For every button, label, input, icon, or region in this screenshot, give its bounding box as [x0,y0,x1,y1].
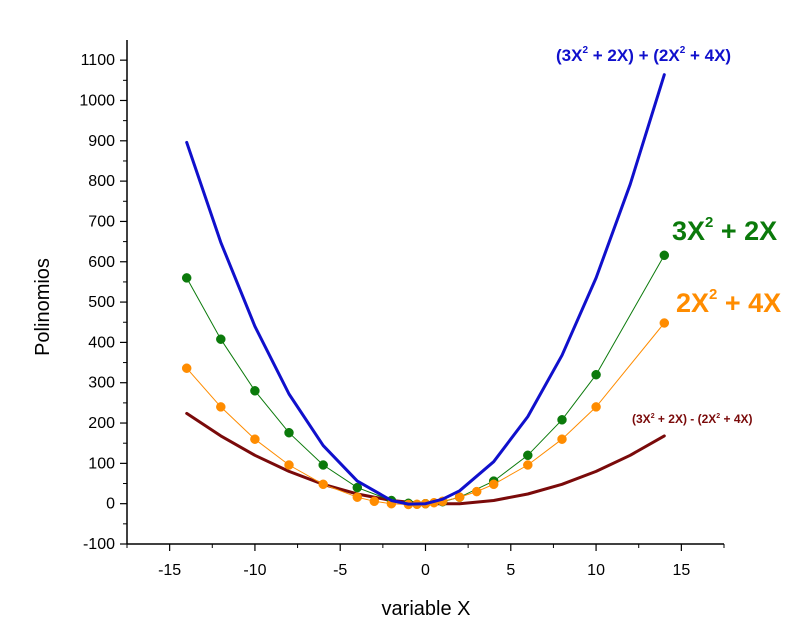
x-tick-label: -15 [158,562,181,579]
series-p2-point [523,460,533,470]
series-p1-point [523,450,533,461]
series-p2-point [318,479,328,490]
x-tick-label: -5 [333,562,347,579]
series-p1-point [318,460,328,470]
series-diff-line [185,411,666,506]
series-p2-point [471,486,482,497]
y-tick-label: 100 [88,455,115,472]
label-diff-c: + 2X) - (2X [655,412,717,426]
x-tick-label: 0 [421,562,430,579]
y-tick-label: 700 [88,213,115,230]
series-p2-point [454,492,465,502]
series-p1-point [659,250,670,261]
x-tick-label: 10 [587,562,605,579]
x-tick-label: 5 [506,562,515,579]
label-diff-d: 2 [716,413,720,420]
label-sum-e: + 4X) [685,46,731,65]
label-diff-b: 2 [651,413,655,420]
series-p2-point [557,434,567,444]
y-tick-label: 1000 [79,92,115,109]
series-p1-point [216,334,226,344]
x-axis-title: variable X [382,598,471,620]
series-p2-point [250,434,260,444]
series-p1-point [284,427,294,438]
label-sum-a: (3X [556,46,583,65]
label-p2-a: 2X [676,288,709,318]
y-tick-label: -100 [83,536,115,553]
y-tick-label: 600 [88,254,115,271]
series-p1-point [557,415,567,425]
label-p1-a: 3X [672,216,705,246]
series-p1-point [352,482,363,493]
series-p2-point [659,318,670,328]
series-p2-point [369,496,380,507]
series-sum-line [185,73,666,506]
series-p1-line [186,255,665,505]
series-p2-point [488,479,499,490]
series-p2-point [216,402,226,412]
y-tick-label: 400 [88,334,115,351]
series-p2-line [186,322,665,506]
label-diff: (3X2 + 2X) - (2X2 + 4X) [632,412,753,426]
label-p1-b: 2 [705,214,713,231]
series-p2-point [591,402,601,412]
label-p2-b: 2 [709,286,717,303]
y-axis-title: Polinomios [32,258,54,356]
x-tick-label: 15 [672,562,690,579]
label-p1-c: + 2X [713,216,777,246]
series-p1-point [250,386,260,396]
y-tick-label: 800 [88,173,115,190]
label-sum-d: 2 [680,45,686,56]
series-p2-point [284,460,294,470]
y-tick-label: 300 [88,375,115,392]
series-p1-point [181,273,192,283]
axes: -100010020030040050060070080090010001100… [79,40,725,579]
series-p2-point [352,492,363,502]
label-diff-e: + 4X) [720,412,752,426]
y-tick-label: 1100 [81,52,116,69]
label-p1: 3X2 + 2X [672,214,777,246]
label-sum-c: + 2X) + (2X [588,46,680,65]
series-p1-point [591,369,601,380]
label-p2-c: + 4X [717,288,781,318]
label-sum: (3X2 + 2X) + (2X2 + 4X) [556,45,731,65]
y-tick-label: 900 [88,133,115,150]
x-tick-label: -10 [243,562,266,579]
series-layer [181,73,670,510]
label-p2: 2X2 + 4X [676,286,781,318]
y-tick-label: 0 [106,496,115,513]
y-tick-label: 500 [88,294,115,311]
series-p2-point [181,363,192,373]
y-tick-label: 200 [88,415,115,432]
label-sum-b: 2 [582,45,588,56]
label-diff-a: (3X [632,412,651,426]
